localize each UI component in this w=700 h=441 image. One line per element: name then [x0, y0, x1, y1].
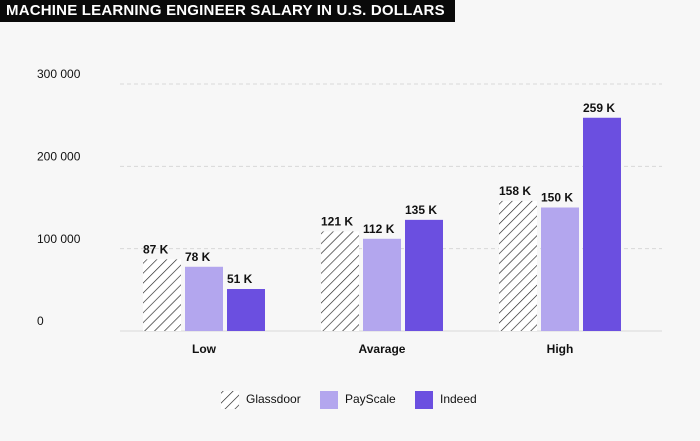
chart-title: MACHINE LEARNING ENGINEER SALARY IN U.S.…: [0, 0, 455, 22]
x-tick-label: High: [547, 342, 574, 356]
y-tick-label: 300 000: [37, 67, 81, 81]
value-label: 51 K: [227, 272, 253, 286]
bar: [499, 200, 537, 331]
value-label: 112 K: [363, 222, 395, 236]
value-label: 150 K: [541, 191, 573, 205]
y-tick-label: 0: [37, 314, 44, 328]
legend-label: Glassdoor: [246, 392, 301, 406]
value-label: 78 K: [185, 250, 211, 264]
value-label: 87 K: [143, 243, 169, 257]
x-tick-label: Avarage: [359, 342, 406, 356]
y-tick-label: 100 000: [37, 232, 81, 246]
legend-label: PayScale: [345, 392, 396, 406]
legend-label: Indeed: [440, 392, 477, 406]
bar: [541, 207, 579, 331]
bar: [185, 266, 223, 331]
legend-swatch: [320, 391, 338, 409]
value-label: 158 K: [499, 184, 531, 198]
bar: [143, 259, 181, 331]
value-label: 121 K: [321, 215, 353, 229]
bar: [227, 289, 265, 331]
value-label: 259 K: [583, 101, 615, 115]
bar: [583, 117, 621, 331]
bar: [363, 238, 401, 331]
bar: [405, 219, 443, 331]
bar: [321, 231, 359, 331]
x-tick-label: Low: [192, 342, 217, 356]
value-label: 135 K: [405, 203, 437, 217]
y-tick-label: 200 000: [37, 150, 81, 164]
legend-swatch: [415, 391, 433, 409]
legend-swatch: [221, 391, 239, 409]
